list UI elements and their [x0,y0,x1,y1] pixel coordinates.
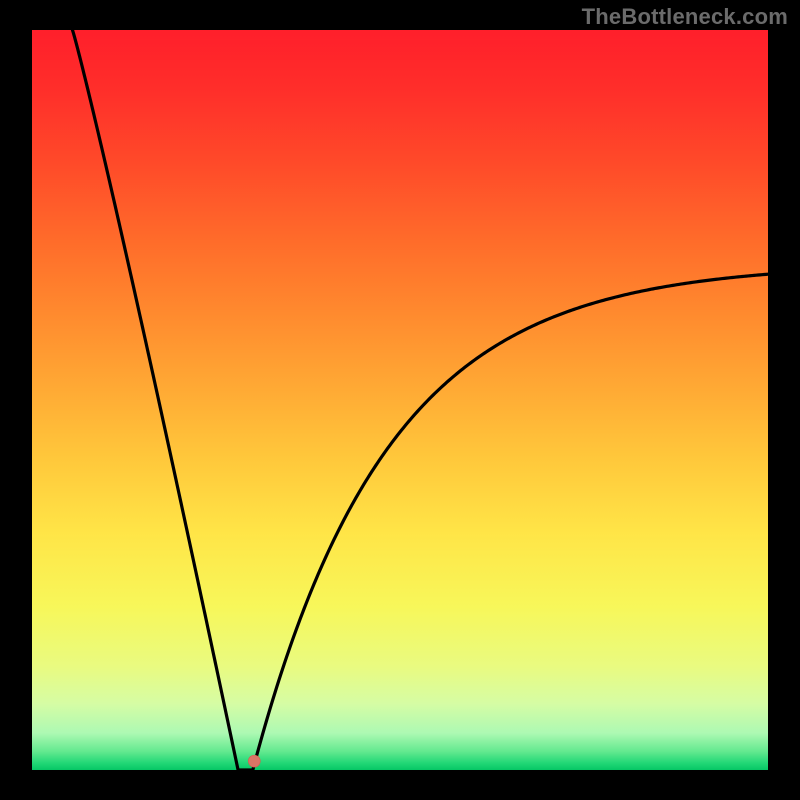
bottleneck-curve [32,30,768,770]
plot-area [32,30,768,770]
chart-frame: TheBottleneck.com [0,0,800,800]
bottleneck-point-marker [248,755,260,767]
watermark-text: TheBottleneck.com [582,4,788,30]
